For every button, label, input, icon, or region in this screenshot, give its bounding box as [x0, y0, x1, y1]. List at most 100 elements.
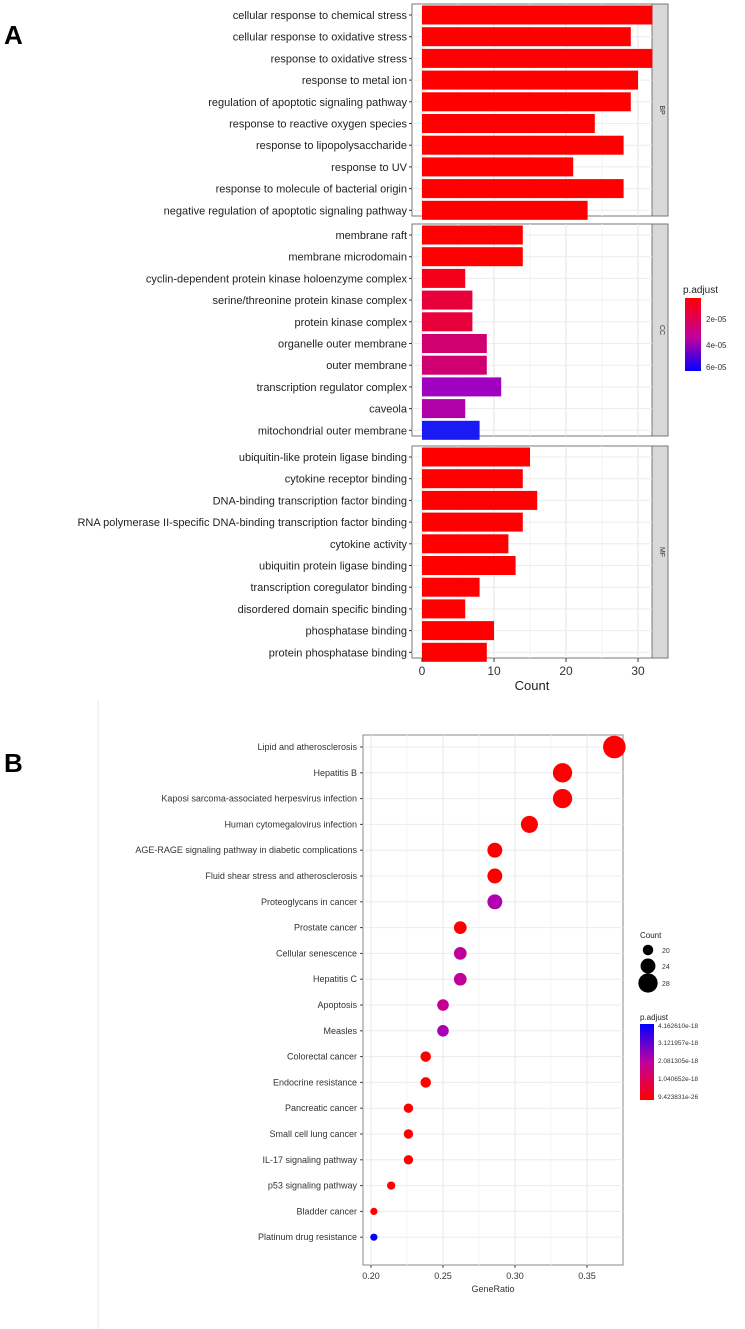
data-point: [453, 921, 467, 934]
colorbar-tick-label: 3.121957e-18: [658, 1040, 699, 1047]
data-point: [387, 1181, 396, 1190]
bar: [422, 447, 530, 467]
x-tick-label: 10: [487, 664, 501, 678]
y-tick-label: Platinum drug resistance: [258, 1232, 357, 1242]
y-tick-label: ubiquitin protein ligase binding: [259, 561, 407, 573]
y-tick-label: response to molecule of bacterial origin: [216, 184, 407, 196]
facet-strip: [651, 445, 669, 659]
x-tick-label: 0.35: [578, 1271, 596, 1281]
y-tick-label: negative regulation of apoptotic signali…: [164, 205, 408, 217]
bar: [422, 135, 624, 155]
facet-strip-label: BP: [658, 105, 665, 115]
y-tick-label: phosphatase binding: [305, 626, 407, 638]
bar: [422, 556, 516, 575]
bar: [422, 5, 653, 25]
facet-mf: MF ubiquitin-like protein ligase binding c…: [77, 445, 669, 662]
y-tick-label: Kaposi sarcoma-associated herpesvirus in…: [161, 794, 357, 804]
y-tick-label: response to metal ion: [302, 75, 407, 87]
data-point: [453, 947, 467, 960]
bar: [422, 334, 487, 353]
size-key-circle: [642, 944, 654, 956]
bar: [422, 420, 480, 440]
y-tick-label: organelle outer membrane: [278, 339, 407, 351]
y-tick-label: RNA polymerase II-specific DNA-binding t…: [77, 517, 407, 529]
bar: [422, 48, 653, 68]
y-tick-label: Endocrine resistance: [273, 1077, 357, 1087]
y-tick-label: outer membrane: [326, 360, 407, 372]
y-tick-label: serine/threonine protein kinase complex: [213, 295, 408, 307]
panel-b-kegg-dotplot: B Lipid and atherosclerosis Hepatitis B Kap…: [4, 700, 699, 1329]
bar: [422, 290, 473, 310]
bar: [422, 179, 624, 199]
y-tick-label: cyclin-dependent protein kinase holoenzy…: [146, 273, 408, 285]
data-point: [437, 1025, 449, 1037]
y-tick-label: IL-17 signaling pathway: [262, 1155, 357, 1165]
colorbar-tick-label: 2e-05: [706, 315, 727, 324]
y-tick-label: Colorectal cancer: [287, 1052, 357, 1062]
y-tick-label: Lipid and atherosclerosis: [257, 742, 357, 752]
y-tick-label: Hepatitis B: [313, 768, 357, 778]
y-tick-label: response to oxidative stress: [271, 53, 408, 65]
data-point: [437, 999, 449, 1011]
x-tick-label: 30: [631, 664, 645, 678]
data-point: [453, 972, 467, 986]
size-legend: Count 20 24 28: [638, 931, 670, 993]
legend-title: p.adjust: [683, 285, 718, 296]
x-tick-label: 20: [559, 664, 573, 678]
y-tick-label: response to reactive oxygen species: [229, 119, 407, 131]
bar: [422, 534, 509, 554]
bar: [422, 157, 574, 177]
y-tick-label: disordered domain specific binding: [238, 604, 407, 616]
data-point: [420, 1051, 431, 1062]
data-point: [552, 788, 573, 809]
bar: [422, 27, 631, 47]
facet-strip: [651, 3, 669, 217]
legend-title: p.adjust: [640, 1013, 669, 1022]
bar: [422, 377, 502, 397]
y-tick-label: Fluid shear stress and atherosclerosis: [205, 871, 357, 881]
x-axis-title: GeneRatio: [471, 1284, 514, 1294]
y-tick-label: transcription coregulator binding: [250, 582, 407, 594]
y-tick-label: cytokine activity: [330, 539, 408, 551]
data-point: [403, 1103, 414, 1113]
bar: [422, 312, 473, 332]
bar: [422, 599, 466, 619]
bar: [422, 70, 638, 90]
data-point: [603, 735, 626, 759]
facet-strip-label: CC: [658, 325, 665, 335]
data-point: [552, 763, 573, 783]
color-legend: p.adjust 2e-05 4e-05 6e-05: [683, 285, 727, 372]
colorbar-tick-label: 4.162610e-18: [658, 1023, 699, 1030]
y-tick-label: Small cell lung cancer: [269, 1129, 357, 1139]
panel-label-b: B: [4, 748, 23, 778]
x-tick-label: 0.20: [362, 1271, 380, 1281]
y-tick-label: cellular response to oxidative stress: [233, 32, 408, 44]
legend-title: Count: [640, 931, 662, 940]
y-tick-label: cytokine receptor binding: [285, 474, 407, 486]
x-tick-label: 0.25: [434, 1271, 452, 1281]
bar: [422, 268, 466, 288]
data-point: [520, 815, 538, 833]
bar: [422, 92, 631, 112]
bar: [422, 200, 588, 220]
bar: [422, 399, 466, 419]
colorbar-tick-label: 1.040652e-18: [658, 1076, 699, 1083]
bar: [422, 490, 538, 510]
y-tick-label: mitochondrial outer membrane: [258, 425, 407, 437]
y-tick-label: p53 signaling pathway: [268, 1181, 358, 1191]
bar: [422, 355, 487, 375]
bar: [422, 577, 480, 597]
size-key-label: 24: [662, 964, 670, 971]
y-tick-label: regulation of apoptotic signaling pathwa…: [208, 97, 407, 109]
y-tick-label: AGE-RAGE signaling pathway in diabetic c…: [135, 845, 357, 855]
data-point: [487, 868, 503, 884]
data-point: [370, 1233, 378, 1241]
size-key-label: 28: [662, 981, 670, 988]
y-tick-label: Bladder cancer: [296, 1206, 357, 1216]
size-key-label: 20: [662, 948, 670, 955]
y-tick-label: Proteoglycans in cancer: [261, 897, 357, 907]
x-tick-label: 0.30: [506, 1271, 524, 1281]
size-key-circle: [640, 958, 656, 974]
